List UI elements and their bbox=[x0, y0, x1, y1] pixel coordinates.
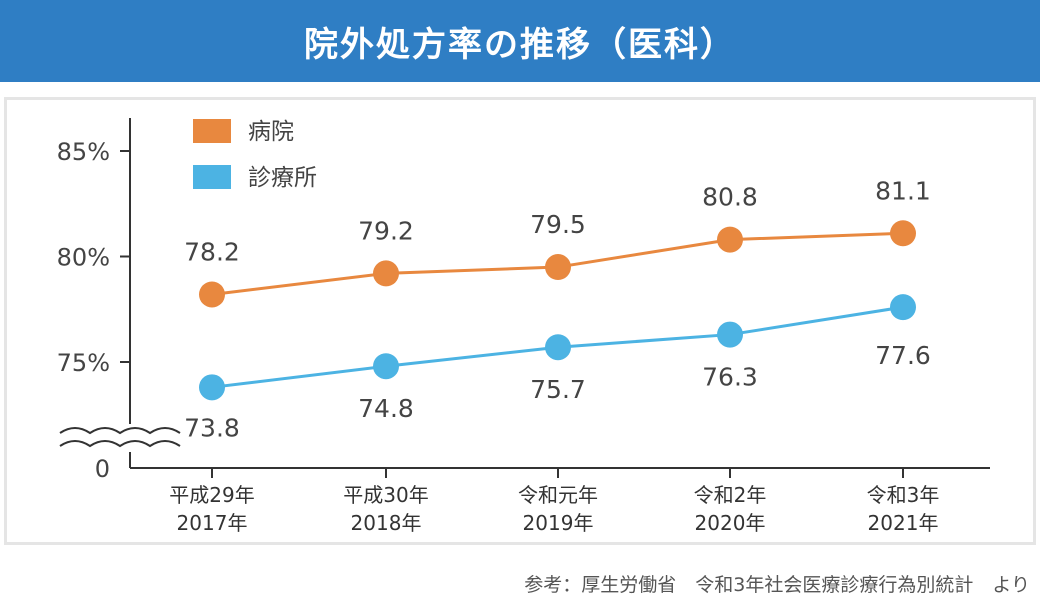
hospital-value-label: 78.2 bbox=[184, 237, 240, 266]
clinic-value-label: 77.6 bbox=[875, 341, 931, 370]
y-tick-label: 0 bbox=[95, 455, 110, 483]
hospital-value-label: 79.2 bbox=[358, 216, 414, 245]
x-tick-label: 2019年 bbox=[523, 511, 594, 535]
clinic-value-label: 75.7 bbox=[530, 375, 586, 404]
hospital-point bbox=[890, 220, 916, 247]
x-tick-label: 平成30年 bbox=[343, 483, 428, 507]
title-bar: 院外処方率の推移（医科） bbox=[0, 0, 1040, 82]
chart-title: 院外処方率の推移（医科） bbox=[304, 24, 736, 65]
y-tick-label: 75% bbox=[57, 349, 110, 377]
y-tick-label: 85% bbox=[57, 138, 110, 166]
clinic-point bbox=[199, 374, 225, 401]
x-tick-label: 2018年 bbox=[351, 511, 422, 535]
clinic-point bbox=[545, 334, 571, 361]
hospital-value-label: 81.1 bbox=[875, 176, 931, 205]
hospital-value-label: 80.8 bbox=[702, 183, 758, 212]
clinic-point bbox=[890, 294, 916, 321]
hospital-point bbox=[373, 260, 399, 287]
clinic-point bbox=[717, 321, 743, 348]
axis-break-wave bbox=[59, 440, 181, 448]
hospital-point bbox=[545, 254, 571, 281]
x-tick-label: 2017年 bbox=[177, 511, 248, 535]
clinic-value-label: 73.8 bbox=[184, 413, 240, 442]
legend-label-clinic: 診療所 bbox=[248, 165, 317, 191]
y-tick-label: 80% bbox=[57, 244, 110, 272]
clinic-point bbox=[373, 353, 399, 380]
hospital-point bbox=[199, 281, 225, 308]
x-tick-label: 平成29年 bbox=[169, 483, 254, 507]
clinic-value-label: 76.3 bbox=[702, 363, 758, 392]
hospital-value-label: 79.5 bbox=[530, 210, 586, 239]
x-tick-label: 令和3年 bbox=[867, 483, 940, 507]
x-tick-label: 令和元年 bbox=[518, 483, 598, 507]
legend-label-hospital: 病院 bbox=[248, 119, 294, 145]
x-tick-label: 2020年 bbox=[695, 511, 766, 535]
legend-swatch-clinic bbox=[193, 165, 231, 189]
clinic-value-label: 74.8 bbox=[358, 394, 414, 423]
source-note: 参考：厚生労働省 令和3年社会医療診療行為別統計 より bbox=[524, 574, 1030, 596]
chart-panel: 0 75% 80% 85% 平成29年 2017年 平成30年 2018年 令和元年 2019年 令… bbox=[4, 97, 1036, 545]
hospital-point bbox=[717, 226, 743, 253]
x-tick-label: 2021年 bbox=[868, 511, 939, 535]
x-tick-label: 令和2年 bbox=[694, 483, 767, 507]
legend-swatch-hospital bbox=[193, 119, 231, 143]
line-chart: 0 75% 80% 85% 平成29年 2017年 平成30年 2018年 令和元年 2019年 令… bbox=[57, 118, 990, 535]
axis-break-wave bbox=[59, 427, 181, 435]
